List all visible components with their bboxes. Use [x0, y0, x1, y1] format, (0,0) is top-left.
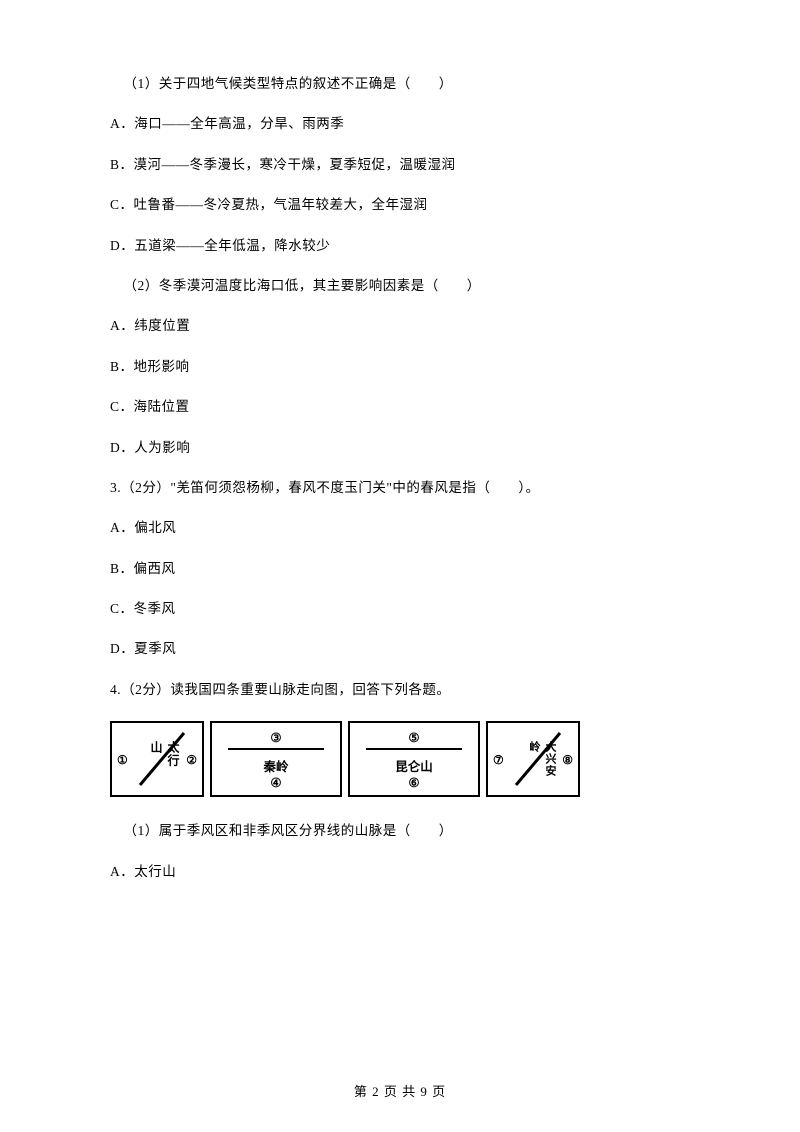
box3-num-bottom: ⑥ — [350, 775, 478, 791]
question-3: 3.（2分）"羌笛何须怨杨柳，春风不度玉门关"中的春风是指（ ）。 — [110, 479, 690, 498]
option-1-2c: C．海陆位置 — [110, 398, 690, 417]
box1-num-right: ② — [186, 753, 197, 768]
option-1-2d: D．人为影响 — [110, 439, 690, 458]
diagram-box-3: ⑤ 昆仑山 ⑥ — [348, 721, 480, 797]
option-1d: D．五道梁——全年低温，降水较少 — [110, 237, 690, 256]
option-1a: A．海口——全年高温，分旱、雨两季 — [110, 115, 690, 134]
diagram-box-4: ⑦ 大兴安岭 ⑧ — [486, 721, 580, 797]
question-1-sub2: （2）冬季漠河温度比海口低，其主要影响因素是（ ） — [110, 277, 690, 296]
option-1c: C．吐鲁番——冬冷夏热，气温年较差大，全年湿润 — [110, 196, 690, 215]
option-3c: C．冬季风 — [110, 600, 690, 619]
option-4a: A．太行山 — [110, 863, 690, 882]
question-4: 4.（2分）读我国四条重要山脉走向图，回答下列各题。 — [110, 681, 690, 700]
diagram-box-1: ① 太行山 ② — [110, 721, 204, 797]
box4-label: 大兴安岭 — [526, 741, 558, 777]
option-1b: B．漠河——冬季漫长，寒冷干燥，夏季短促，温暖湿润 — [110, 156, 690, 175]
box1-label: 太行山 — [148, 741, 182, 777]
option-3a: A．偏北风 — [110, 519, 690, 538]
box2-num-top: ③ — [212, 730, 340, 746]
option-3b: B．偏西风 — [110, 560, 690, 579]
box1-num-left: ① — [117, 753, 128, 768]
option-3d: D．夏季风 — [110, 640, 690, 659]
option-1-2b: B．地形影响 — [110, 358, 690, 377]
box2-num-bottom: ④ — [212, 775, 340, 791]
option-1-2a: A．纬度位置 — [110, 317, 690, 336]
diagram-box-2: ③ 秦岭 ④ — [210, 721, 342, 797]
box2-label: 秦岭 — [212, 756, 340, 775]
question-1-sub1: （1）关于四地气候类型特点的叙述不正确是（ ） — [110, 75, 690, 94]
box4-num-left: ⑦ — [493, 753, 504, 768]
box4-num-right: ⑧ — [562, 753, 573, 768]
box3-label: 昆仑山 — [350, 756, 478, 775]
box3-num-top: ⑤ — [350, 730, 478, 746]
page-footer: 第 2 页 共 9 页 — [0, 1081, 800, 1100]
question-4-sub1: （1）属于季风区和非季风区分界线的山脉是（ ） — [110, 822, 690, 841]
mountain-diagram: ① 太行山 ② ③ 秦岭 ④ ⑤ 昆仑山 ⑥ ⑦ 大兴安岭 ⑧ — [110, 721, 690, 797]
page-content: （1）关于四地气候类型特点的叙述不正确是（ ） A．海口——全年高温，分旱、雨两… — [0, 0, 800, 1132]
